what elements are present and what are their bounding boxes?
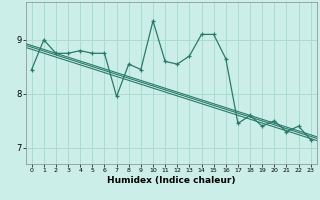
X-axis label: Humidex (Indice chaleur): Humidex (Indice chaleur) [107,176,236,185]
